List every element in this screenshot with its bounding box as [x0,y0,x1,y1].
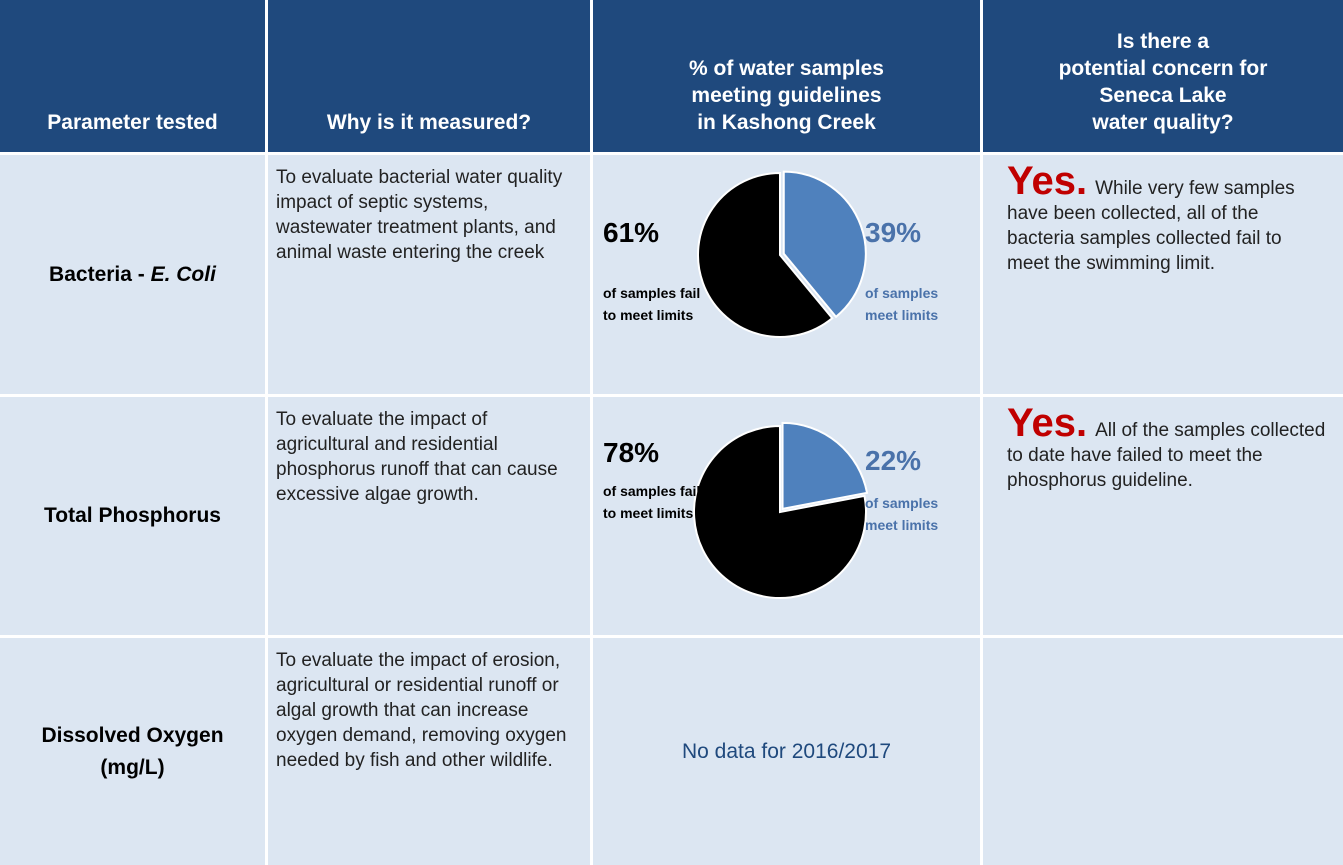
header-line: Seneca Lake [1099,84,1227,107]
no-data: No data for 2016/2017 [682,739,891,763]
pie-chart [697,170,867,338]
header-line: meeting guidelines [691,84,882,107]
parameter-cell: Dissolved Oxygen (mg/L) [0,638,265,865]
fail-caption: of samples fail to meet limits [603,483,701,521]
pie-slice [693,424,867,599]
header-line: % of water samples [689,57,884,80]
pie-chart [693,421,869,599]
concern-answer: Yes. [1007,401,1088,445]
parameter: Bacteria - E. Coli [49,259,216,291]
reason: To evaluate the impact of agricultural a… [276,409,558,505]
meet-percent: 39% [865,217,922,248]
header-cell: Why is it measured? [268,0,590,152]
header-cell: Parameter tested [0,0,265,152]
chart-cell: 78% of samples fail to meet limits 22% of s… [593,397,980,635]
parameter-cell: Bacteria - E. Coli [0,155,265,394]
header-line: water quality? [1092,111,1234,134]
parameter-italic: E. Coli [150,262,216,286]
meet-caption: of samples meet limits [865,495,939,533]
meet-percent: 22% [865,445,922,476]
fail-percent: 78% [603,437,660,468]
meet-caption: of samples meet limits [865,285,939,323]
fail-caption: of samples fail to meet limits [603,285,701,323]
header-cell: % of water samples meeting guidelines in K… [593,0,980,152]
concern-answer: Yes. [1007,159,1088,203]
chart-cell: 61% of samples fail to meet limits 39% of s… [593,155,980,394]
parameter-cell: Total Phosphorus [0,397,265,635]
header-line: Is there a [1116,30,1210,53]
fail-percent: 61% [603,217,660,248]
header-line: Parameter tested [47,111,218,134]
reason-cell: To evaluate the impact of agricultural a… [268,397,590,635]
chart-cell: No data for 2016/2017 [593,638,980,865]
parameter-text: Dissolved Oxygen (mg/L) [41,723,224,779]
concern-cell: Yes. While very few samples have been col… [983,155,1343,394]
concern-text: All of the samples collected to date hav… [1007,420,1326,491]
concern-cell [983,638,1343,865]
concern-cell: Yes. All of the samples collected to date… [983,397,1343,635]
concern-text: While very few samples have been collect… [1007,178,1295,274]
concern: Yes. While very few samples have been col… [1007,161,1327,276]
header-line: Why is it measured? [326,111,532,134]
parameter: Dissolved Oxygen (mg/L) [20,720,245,784]
reason-cell: To evaluate bacterial water quality impa… [268,155,590,394]
concern: Yes. All of the samples collected to date… [1007,403,1327,493]
header-line: in Kashong Creek [697,111,876,134]
parameter-text: Bacteria - [49,262,151,286]
pie-slice [782,170,867,319]
pie-slice [697,171,834,338]
header-line: potential concern for [1058,57,1268,80]
parameter: Total Phosphorus [44,500,221,532]
reason: To evaluate the impact of erosion, agric… [276,650,567,771]
reason-cell: To evaluate the impact of erosion, agric… [268,638,590,865]
parameter-text: Total Phosphorus [44,504,221,527]
reason: To evaluate bacterial water quality impa… [276,167,563,263]
pie-slice [781,421,869,511]
header-cell: Is there a potential concern for Seneca La… [983,0,1343,152]
